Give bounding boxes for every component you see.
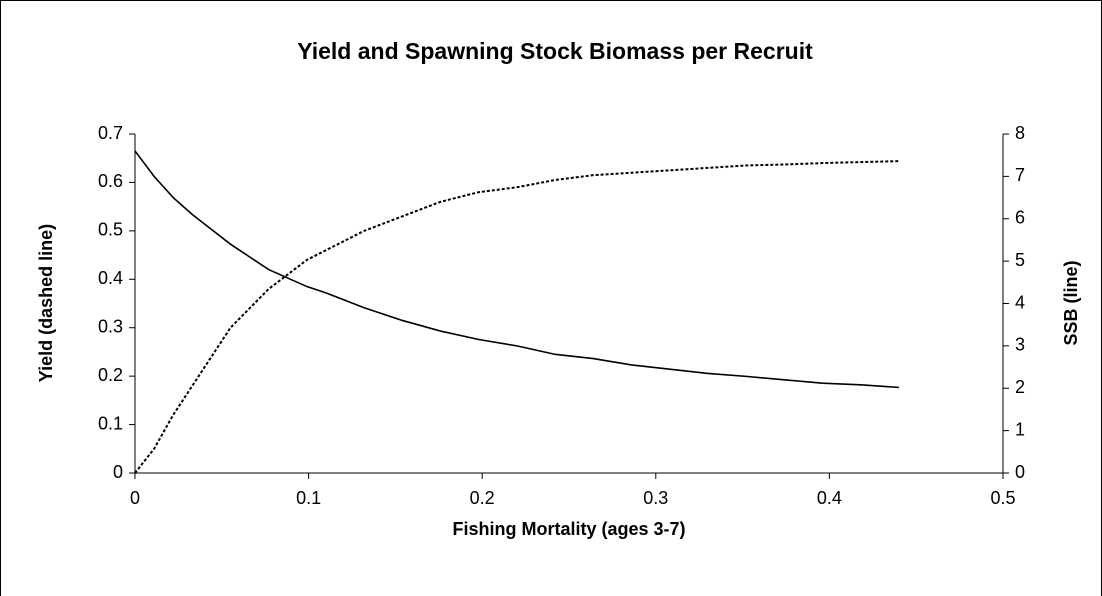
y-tick-label: 0.6 <box>98 171 123 191</box>
y2-axis-label: SSB (line) <box>1061 260 1081 345</box>
y2-tick-label: 1 <box>1015 419 1025 439</box>
y2-tick-label: 2 <box>1015 377 1025 397</box>
y-tick-label: 0.2 <box>98 365 123 385</box>
y2-tick-label: 6 <box>1015 208 1025 228</box>
y2-tick-label: 7 <box>1015 165 1025 185</box>
x-axis-label: Fishing Mortality (ages 3-7) <box>452 519 685 539</box>
y2-tick-label: 4 <box>1015 292 1025 312</box>
y2-tick-label: 3 <box>1015 335 1025 355</box>
x-tick-label: 0.5 <box>990 488 1015 508</box>
chart-title: Yield and Spawning Stock Biomass per Rec… <box>297 38 813 64</box>
y2-tick-label: 5 <box>1015 250 1025 270</box>
y-tick-label: 0.1 <box>98 413 123 433</box>
yield-line <box>134 160 899 474</box>
y-axis-label: Yield (dashed line) <box>36 224 56 382</box>
y2-tick-label: 0 <box>1015 462 1025 482</box>
x-tick-label: 0.2 <box>470 488 495 508</box>
x-tick-label: 0.3 <box>643 488 668 508</box>
y-tick-label: 0.4 <box>98 268 123 288</box>
x-tick-label: 0.4 <box>817 488 842 508</box>
y-tick-label: 0.3 <box>98 316 123 336</box>
ssb-line <box>134 150 899 389</box>
y-tick-label: 0.5 <box>98 220 123 240</box>
y-tick-label: 0 <box>113 462 123 482</box>
x-tick-label: 0 <box>130 488 140 508</box>
y2-tick-label: 8 <box>1015 123 1025 143</box>
y-tick-label: 0.7 <box>98 123 123 143</box>
x-tick-label: 0.1 <box>296 488 321 508</box>
